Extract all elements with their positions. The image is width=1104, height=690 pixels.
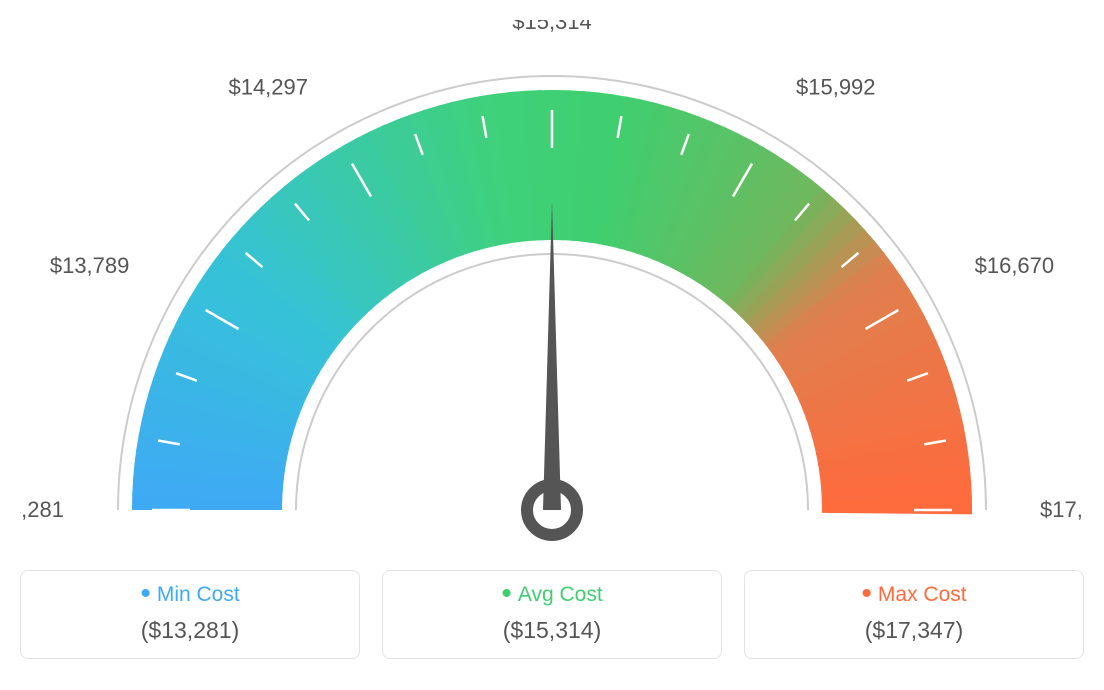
gauge-chart: $13,281 $13,789 $14,297 $15,314 $15,992 $16,6…	[20, 20, 1084, 560]
gauge-svg: $13,281 $13,789 $14,297 $15,314 $15,992 $16,6…	[20, 20, 1084, 560]
legend-min-value: ($13,281)	[21, 617, 359, 644]
gauge-tick-label: $15,314	[512, 20, 592, 34]
legend-card-min: Min Cost ($13,281)	[20, 570, 360, 659]
gauge-tick-label: $13,281	[20, 497, 64, 522]
gauge-needle	[543, 200, 561, 510]
legend-row: Min Cost ($13,281) Avg Cost ($15,314) Ma…	[20, 570, 1084, 659]
legend-avg-value: ($15,314)	[383, 617, 721, 644]
legend-card-avg: Avg Cost ($15,314)	[382, 570, 722, 659]
legend-card-max: Max Cost ($17,347)	[744, 570, 1084, 659]
legend-avg-title: Avg Cost	[501, 583, 602, 607]
gauge-tick-label: $17,347	[1040, 497, 1084, 522]
legend-min-title: Min Cost	[140, 583, 239, 607]
legend-max-title: Max Cost	[861, 583, 966, 607]
gauge-tick-label: $15,992	[796, 74, 876, 99]
gauge-tick-label: $13,789	[50, 253, 130, 278]
gauge-tick-label: $14,297	[228, 74, 308, 99]
legend-max-value: ($17,347)	[745, 617, 1083, 644]
gauge-tick-label: $16,670	[975, 253, 1055, 278]
